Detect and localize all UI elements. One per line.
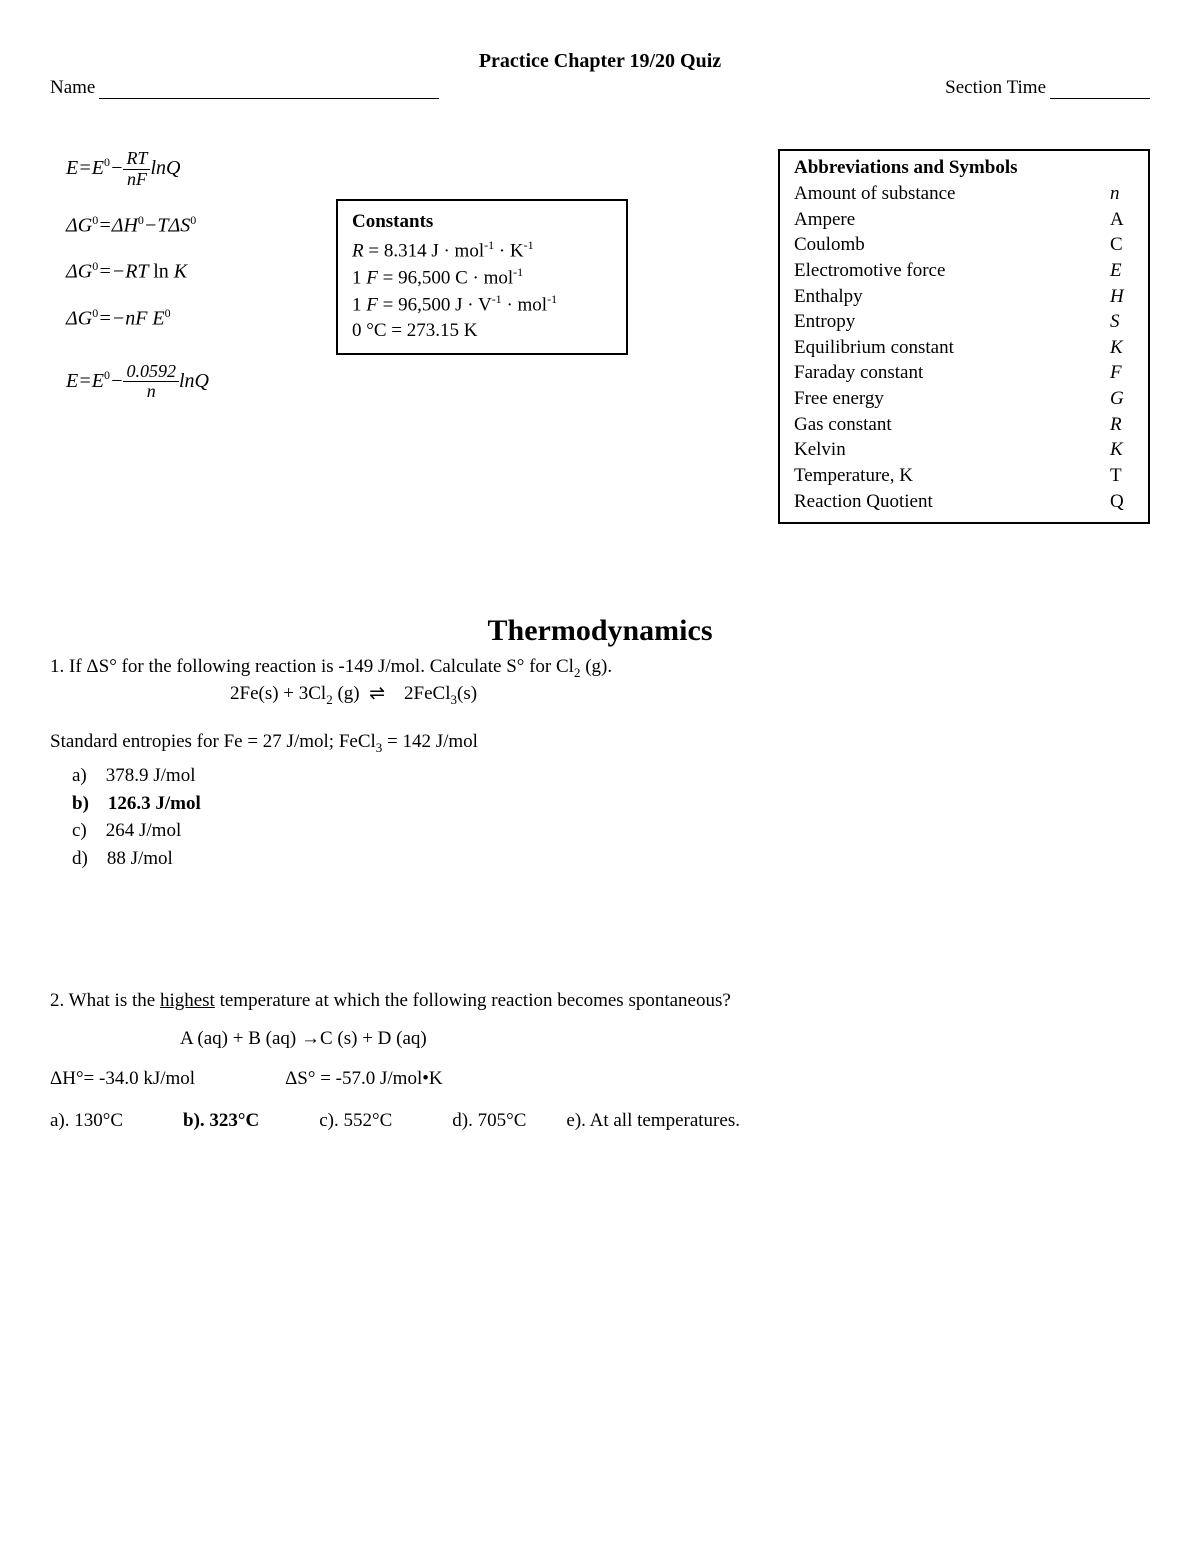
abbreviations-title: Abbreviations and Symbols xyxy=(794,157,1134,179)
abbrev-symbol: C xyxy=(1110,232,1134,258)
abbrev-name: Coulomb xyxy=(794,232,865,258)
abbrev-name: Amount of substance xyxy=(794,181,955,207)
q2-text: 2. What is the highest temperature at wh… xyxy=(50,988,1150,1014)
abbrev-name: Electromotive force xyxy=(794,258,945,284)
q1-standard-entropies: Standard entropies for Fe = 27 J/mol; Fe… xyxy=(50,731,1150,756)
abbrev-symbol: S xyxy=(1110,309,1134,335)
equation-3: ΔG0=−RT ln K xyxy=(66,260,306,283)
abbrev-row: Reaction Quotient Q xyxy=(794,489,1134,515)
constants-box: Constants R = 8.314 J · mol-1 · K-1 1 F … xyxy=(336,199,628,355)
abbrev-symbol: H xyxy=(1110,284,1134,310)
abbrev-row: Entropy S xyxy=(794,309,1134,335)
choice: a). 130°C xyxy=(50,1110,123,1132)
q1-reaction: 2Fe(s) + 3Cl2 (g) ⇌ 2FeCl3(s) xyxy=(230,682,477,708)
choice: b) 126.3 J/mol xyxy=(50,790,1150,818)
constant-line: 0 °C = 273.15 K xyxy=(352,318,612,344)
abbrev-symbol: R xyxy=(1110,412,1134,438)
q2-reaction: A (aq) + B (aq) →C (s) + D (aq) xyxy=(180,1028,1150,1050)
abbreviations-box: Abbreviations and Symbols Amount of subs… xyxy=(778,149,1150,524)
abbrev-row: Gas constant R xyxy=(794,412,1134,438)
constant-line: 1 F = 96,500 J · V-1 · mol-1 xyxy=(352,291,612,318)
abbrev-symbol: K xyxy=(1110,437,1134,463)
equation-4: ΔG0=−nF E0 xyxy=(66,307,306,330)
abbrev-symbol: n xyxy=(1110,181,1134,207)
abbrev-symbol: E xyxy=(1110,258,1134,284)
section-heading: Thermodynamics xyxy=(50,614,1150,648)
section-time-input-line[interactable] xyxy=(1050,98,1150,99)
abbrev-name: Kelvin xyxy=(794,437,846,463)
abbrev-name: Enthalpy xyxy=(794,284,863,310)
q2-choices: a). 130°C b). 323°C c). 552°C d). 705°C e). … xyxy=(50,1110,1150,1132)
choice: a) 378.9 J/mol xyxy=(50,762,1150,790)
q1-choices: a) 378.9 J/molb) 126.3 J/molc) 264 J/mol… xyxy=(50,762,1150,872)
equation-1: E=E0−RTnFlnQ xyxy=(66,149,306,190)
equation-5: E=E0−0.0592nlnQ xyxy=(66,362,306,403)
abbrev-row: Coulomb C xyxy=(794,232,1134,258)
section-time-label: Section Time xyxy=(945,77,1046,99)
abbrev-name: Ampere xyxy=(794,207,855,233)
abbrev-name: Temperature, K xyxy=(794,463,913,489)
abbrev-name: Faraday constant xyxy=(794,360,923,386)
abbrev-row: Faraday constant F xyxy=(794,360,1134,386)
abbrev-name: Reaction Quotient xyxy=(794,489,933,515)
equations-block: E=E0−RTnFlnQ ΔG0=ΔH0−TΔS0 ΔG0=−RT ln K Δ… xyxy=(50,149,306,426)
equation-2: ΔG0=ΔH0−TΔS0 xyxy=(66,214,306,237)
abbrev-row: Kelvin K xyxy=(794,437,1134,463)
abbrev-name: Gas constant xyxy=(794,412,892,438)
abbrev-symbol: F xyxy=(1110,360,1134,386)
abbrev-symbol: G xyxy=(1110,386,1134,412)
question-2: 2. What is the highest temperature at wh… xyxy=(50,988,1150,1132)
question-1: 1. If ΔS° for the following reaction is … xyxy=(50,654,1150,872)
abbrev-symbol: T xyxy=(1110,463,1134,489)
choice: b). 323°C xyxy=(183,1110,259,1132)
abbrev-symbol: A xyxy=(1110,207,1134,233)
constant-line: R = 8.314 J · mol-1 · K-1 xyxy=(352,237,612,264)
abbrev-row: Ampere A xyxy=(794,207,1134,233)
choice: d) 88 J/mol xyxy=(50,845,1150,873)
abbrev-row: Free energy G xyxy=(794,386,1134,412)
constant-line: 1 F = 96,500 C · mol-1 xyxy=(352,264,612,291)
q2-delta-h: ΔH°= -34.0 kJ/mol xyxy=(50,1068,195,1090)
abbrev-name: Equilibrium constant xyxy=(794,335,954,361)
abbrev-row: Electromotive force E xyxy=(794,258,1134,284)
page-title: Practice Chapter 19/20 Quiz xyxy=(50,50,1150,73)
abbrev-row: Amount of substance n xyxy=(794,181,1134,207)
constants-title: Constants xyxy=(352,209,612,235)
abbrev-row: Equilibrium constant K xyxy=(794,335,1134,361)
q2-delta-s: ΔS° = -57.0 J/mol•K xyxy=(285,1068,443,1090)
choice: c). 552°C xyxy=(319,1110,392,1132)
abbrev-symbol: K xyxy=(1110,335,1134,361)
q1-text: 1. If ΔS° for the following reaction is … xyxy=(50,654,1150,681)
abbrev-name: Free energy xyxy=(794,386,884,412)
name-input-line[interactable] xyxy=(99,98,439,99)
abbrev-row: Temperature, K T xyxy=(794,463,1134,489)
abbrev-symbol: Q xyxy=(1110,489,1134,515)
name-label: Name xyxy=(50,77,95,99)
abbrev-name: Entropy xyxy=(794,309,855,335)
choice: d). 705°C xyxy=(452,1110,526,1132)
choice: c) 264 J/mol xyxy=(50,817,1150,845)
choice: e). At all temperatures. xyxy=(566,1110,740,1132)
abbrev-row: Enthalpy H xyxy=(794,284,1134,310)
header-fields: Name Section Time xyxy=(50,77,1150,99)
q2-parameters: ΔH°= -34.0 kJ/mol ΔS° = -57.0 J/mol•K xyxy=(50,1068,1150,1090)
